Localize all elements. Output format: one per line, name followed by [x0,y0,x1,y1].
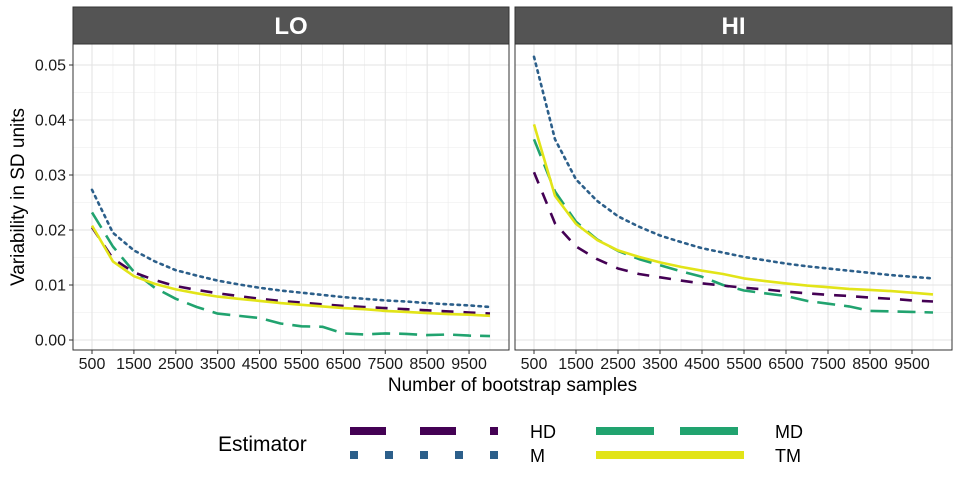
x-tick-label: 3500 [642,356,678,373]
facet-label-lo: LO [274,13,307,40]
legend: Estimator HD M MD TM [218,422,803,466]
x-tick-label: 6500 [768,356,804,373]
series-line-m-hi [532,55,935,280]
series-line-tm-lo [90,224,491,318]
legend-label-hd: HD [530,422,556,442]
x-tick-label: 8500 [852,356,888,373]
series-line-hd-hi [532,171,934,303]
facet-label-hi: HI [722,13,746,40]
x-tick-label: 4500 [242,356,278,373]
y-tick-label: 0.01 [35,278,66,295]
y-tick-label: 0.03 [35,168,66,185]
legend-label-m: M [530,446,545,466]
y-axis-title: Variability in SD units [8,108,29,286]
series-line-tm-hi [532,124,934,296]
x-tick-label: 4500 [684,356,720,373]
x-tick-label: 5500 [726,356,762,373]
x-tick-label: 9500 [451,356,487,373]
x-tick-label: 500 [79,356,106,373]
x-tick-label: 1500 [558,356,594,373]
x-tick-label: 9500 [894,356,930,373]
y-tick-label: 0.04 [35,113,66,130]
x-axis-ticks-lo: 500 1500 2500 3500 4500 5500 6500 7500 8500 9500 [79,350,487,373]
x-tick-label: 7500 [367,356,403,373]
gridlines-hi [515,44,952,350]
x-tick-label: 5500 [284,356,320,373]
x-tick-label: 6500 [326,356,362,373]
x-axis-title: Number of bootstrap samples [388,375,637,396]
x-tick-label: 1500 [116,356,152,373]
panel-background-hi [515,44,952,350]
y-tick-label: 0.00 [35,333,66,350]
panel-hi: HI 500 1500 2500 3500 4500 5500 6500 7500 8500 95… [514,6,953,373]
panel-background-lo [73,44,509,350]
y-tick-label: 0.05 [35,58,66,75]
facet-strip-lo [72,6,510,45]
panel-border-lo [72,43,510,351]
x-tick-label: 2500 [158,356,194,373]
x-tick-label: 500 [521,356,548,373]
series-lines-lo [90,188,492,338]
legend-label-md: MD [775,422,803,442]
legend-label-tm: TM [775,446,801,466]
panel-lo: LO 500 1500 2500 3500 4500 5500 6500 7500 8500 95… [72,6,510,373]
series-lines-hi [532,55,935,314]
x-tick-label: 8500 [409,356,445,373]
panel-border-hi [514,43,953,351]
series-line-m-lo [90,188,492,309]
legend-title: Estimator [218,433,307,456]
series-line-hd-lo [90,226,491,315]
x-tick-label: 7500 [810,356,846,373]
y-tick-label: 0.02 [35,223,66,240]
x-tick-label: 2500 [600,356,636,373]
y-axis-ticks: 0.00 0.01 0.02 0.03 0.04 0.05 [35,58,73,350]
facet-strip-hi [514,6,953,45]
x-tick-label: 3500 [200,356,236,373]
x-axis-ticks-hi: 500 1500 2500 3500 4500 5500 6500 7500 8500 9500 [521,350,930,373]
